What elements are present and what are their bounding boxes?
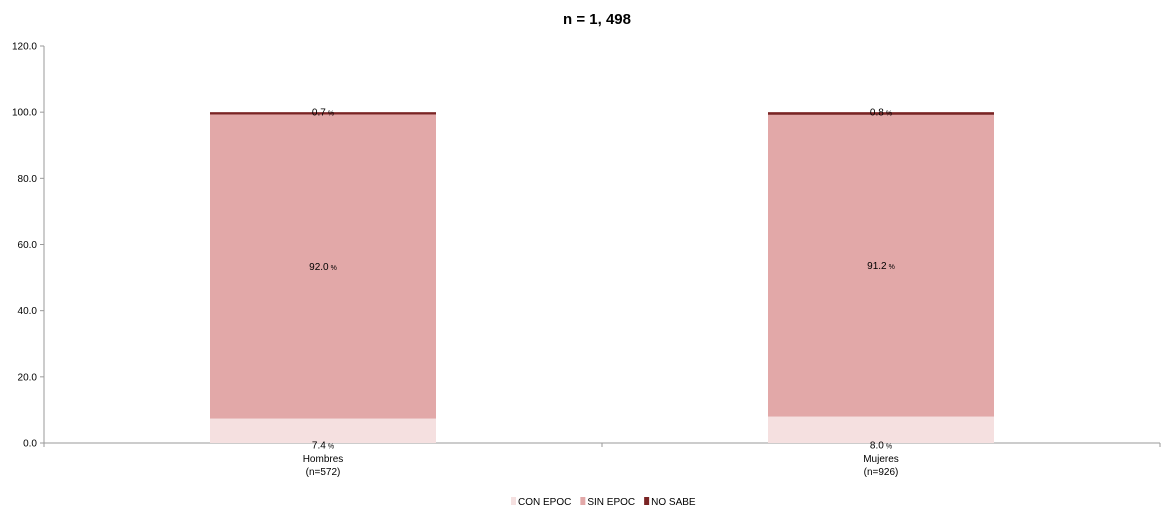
legend-item: SIN EPOC <box>580 497 635 508</box>
bars <box>210 112 994 443</box>
data-label: 0.8% <box>870 108 892 119</box>
legend-swatch <box>580 497 586 505</box>
y-tick-label: 60.0 <box>18 240 38 251</box>
data-label: 0.7% <box>312 108 334 119</box>
data-label: 91.2% <box>867 261 895 272</box>
bar-segment-con-epoc <box>768 416 994 443</box>
bar-segment-sin-epoc <box>768 114 994 417</box>
legend-swatch <box>511 497 516 505</box>
x-category-sublabel: (n=572) <box>306 467 341 478</box>
bar-segment-sin-epoc <box>210 114 436 419</box>
legend-label: NO SABE <box>651 497 696 508</box>
data-label: 8.0% <box>870 441 892 452</box>
y-tick-label: 0.0 <box>23 439 37 450</box>
y-tick-label: 20.0 <box>18 372 38 383</box>
y-tick-label: 100.0 <box>12 108 37 119</box>
legend: CON EPOC SIN EPOC NO SABE <box>511 497 696 508</box>
legend-label: CON EPOC <box>518 497 571 508</box>
bar-segment-con-epoc <box>210 418 436 443</box>
bar-segment-no-sabe <box>210 112 436 115</box>
x-category-label: Hombres <box>303 454 344 465</box>
y-tick-label: 40.0 <box>18 306 38 317</box>
chart-title: n = 1, 498 <box>563 11 631 28</box>
data-label: 7.4% <box>312 441 334 452</box>
x-category-label: Mujeres <box>863 454 899 465</box>
legend-item: NO SABE <box>644 497 696 508</box>
y-tick-label: 80.0 <box>18 174 38 185</box>
legend-item: CON EPOC <box>511 497 571 508</box>
x-category-sublabel: (n=926) <box>864 467 899 478</box>
bar-segment-no-sabe <box>768 112 994 115</box>
data-label: 92.0% <box>309 262 337 273</box>
data-labels: 7.4 % 92.0 % 0.7 % 8.0 % 91.2 % 0.8% <box>309 108 895 452</box>
legend-label: SIN EPOC <box>587 497 635 508</box>
y-tick-label: 120.0 <box>12 42 37 53</box>
legend-swatch <box>644 497 650 505</box>
